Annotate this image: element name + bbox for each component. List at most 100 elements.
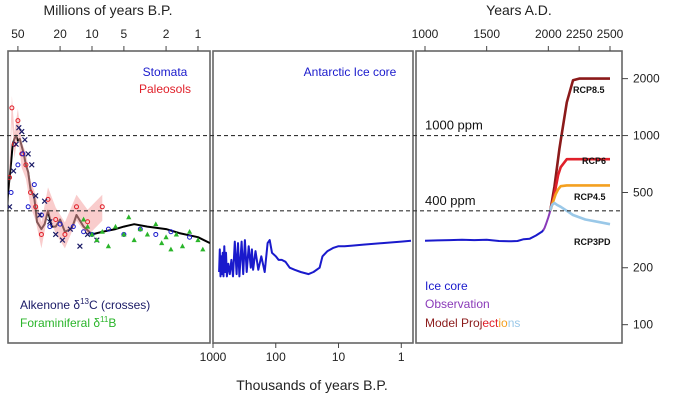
panel-frame-modern (415, 50, 623, 344)
xtick-label-modern-3: 2250 (566, 27, 593, 41)
point-proxy-1-5 (23, 162, 29, 168)
point-proxy-2-11 (105, 226, 111, 232)
line-modern-0 (424, 229, 545, 243)
xtick-label-modern-2: 2000 (535, 27, 562, 41)
point-proxy-1-11 (62, 231, 68, 237)
annotation-modern-1: Observation (425, 297, 490, 311)
rcp-label-4: RCP4.5 (574, 192, 606, 202)
point-proxy-2-8 (70, 224, 76, 230)
point-proxy-1-13 (85, 219, 91, 225)
point-proxy-4-14 (163, 234, 169, 240)
ytick-label-2: 500 (633, 185, 653, 199)
point-proxy-4-11 (144, 231, 151, 237)
point-proxy-3-15 (77, 243, 83, 250)
xtick-label-proxy-1: 20 (53, 27, 67, 41)
point-proxy-4-13 (159, 240, 165, 246)
top-axis-title-modern: Years A.D. (486, 2, 552, 18)
xtick-label-modern-1: 1500 (473, 27, 500, 41)
point-proxy-2-4 (31, 182, 37, 188)
line-icecore-0 (218, 239, 412, 278)
xtick-label-icecore-3: 1 (398, 350, 405, 364)
point-proxy-4-6 (112, 223, 119, 229)
point-proxy-2-3 (25, 204, 31, 210)
point-proxy-3-10 (41, 198, 48, 204)
point-proxy-4-3 (94, 237, 100, 243)
point-proxy-3-5 (22, 136, 28, 143)
right-axis: 2000 1000 500 200 100 (622, 72, 660, 332)
xtick-label-modern-0: 1000 (412, 27, 439, 41)
point-proxy-1-10 (53, 216, 59, 222)
point-proxy-3-16 (84, 231, 91, 238)
point-proxy-4-15 (168, 246, 174, 252)
rcp-label-5: RCP3PD (574, 237, 611, 247)
series-proxy (8, 95, 210, 252)
legend-model-part-0: Model Proj (425, 316, 482, 330)
line-modern-1 (542, 210, 552, 231)
point-proxy-4-19 (195, 237, 201, 243)
point-proxy-3-12 (52, 231, 59, 238)
point-proxy-3-14 (67, 226, 74, 232)
xtick-label-icecore-0: 1000 (200, 350, 227, 364)
point-proxy-1-8 (38, 231, 44, 237)
line-modern-2 (548, 77, 610, 212)
xtick-label-proxy-0: 50 (11, 27, 25, 41)
point-proxy-2-1 (15, 162, 21, 168)
annotation-icecore-0: Antarctic Ice core (304, 65, 397, 79)
point-proxy-2-7 (57, 221, 63, 227)
xtick-label-modern-4: 2500 (597, 27, 624, 41)
legend-model-part-2: io (498, 316, 508, 330)
point-proxy-4-1 (84, 223, 91, 229)
xtick-label-proxy-5: 1 (195, 27, 202, 41)
annotation-proxy-2: Alkenone δ13C (crosses) (20, 297, 150, 312)
point-proxy-4-17 (179, 243, 186, 249)
ytick-label-1: 1000 (633, 129, 660, 143)
point-proxy-2-16 (187, 234, 193, 240)
panel-modern: Ice core Observation Model Projections 1000… (412, 2, 624, 344)
point-proxy-1-1 (9, 105, 15, 111)
point-proxy-1-3 (15, 118, 21, 124)
reference-label-1: 400 ppm (425, 193, 476, 208)
point-proxy-4-4 (99, 228, 105, 234)
point-proxy-1-14 (99, 204, 105, 210)
point-proxy-4-7 (121, 231, 127, 237)
point-proxy-4-8 (126, 214, 132, 220)
point-proxy-3-2 (13, 141, 19, 148)
point-proxy-4-18 (186, 228, 193, 234)
reference-lines: 1000 ppm 400 ppm (0, 118, 622, 212)
line-modern-5 (548, 201, 611, 226)
point-proxy-4-10 (137, 226, 143, 232)
rcp-label-3: RCP6 (582, 156, 606, 166)
panel-proxy: Stomata Paleosols Alkenone δ13C (crosses) F… (7, 2, 211, 344)
series-icecore (218, 239, 412, 278)
xtick-label-proxy-3: 5 (121, 27, 128, 41)
point-proxy-3-8 (32, 193, 39, 199)
rcp-label-2: RCP8.5 (573, 85, 605, 95)
point-proxy-3-4 (18, 128, 25, 135)
point-proxy-4-12 (153, 221, 159, 227)
top-axis-title-proxy: Millions of years B.P. (44, 2, 173, 18)
reference-label-0: 1000 ppm (425, 118, 483, 133)
point-proxy-3-9 (37, 212, 43, 218)
legend-model-projections: Model Projections (425, 316, 520, 330)
point-proxy-1-7 (33, 204, 39, 210)
bottom-axis-title: Thousands of years B.P. (236, 377, 388, 393)
point-proxy-2-14 (153, 231, 159, 237)
ytick-label-0: 2000 (633, 72, 660, 86)
point-proxy-3-13 (59, 237, 66, 243)
ytick-label-4: 100 (633, 318, 653, 332)
point-proxy-1-12 (73, 204, 79, 210)
point-proxy-3-7 (28, 162, 35, 168)
point-proxy-2-2 (20, 151, 26, 157)
point-proxy-4-9 (131, 237, 137, 243)
point-proxy-1-6 (28, 189, 34, 195)
annotation-modern-0: Ice core (425, 279, 468, 293)
legend-model-part-3: ns (508, 316, 521, 330)
xtick-label-proxy-4: 2 (163, 27, 170, 41)
point-proxy-3-0 (8, 203, 13, 210)
xtick-label-icecore-2: 10 (332, 350, 346, 364)
point-proxy-3-6 (25, 151, 31, 157)
point-proxy-1-0 (8, 175, 13, 181)
point-proxy-4-2 (89, 231, 95, 237)
line-modern-4 (548, 184, 610, 212)
